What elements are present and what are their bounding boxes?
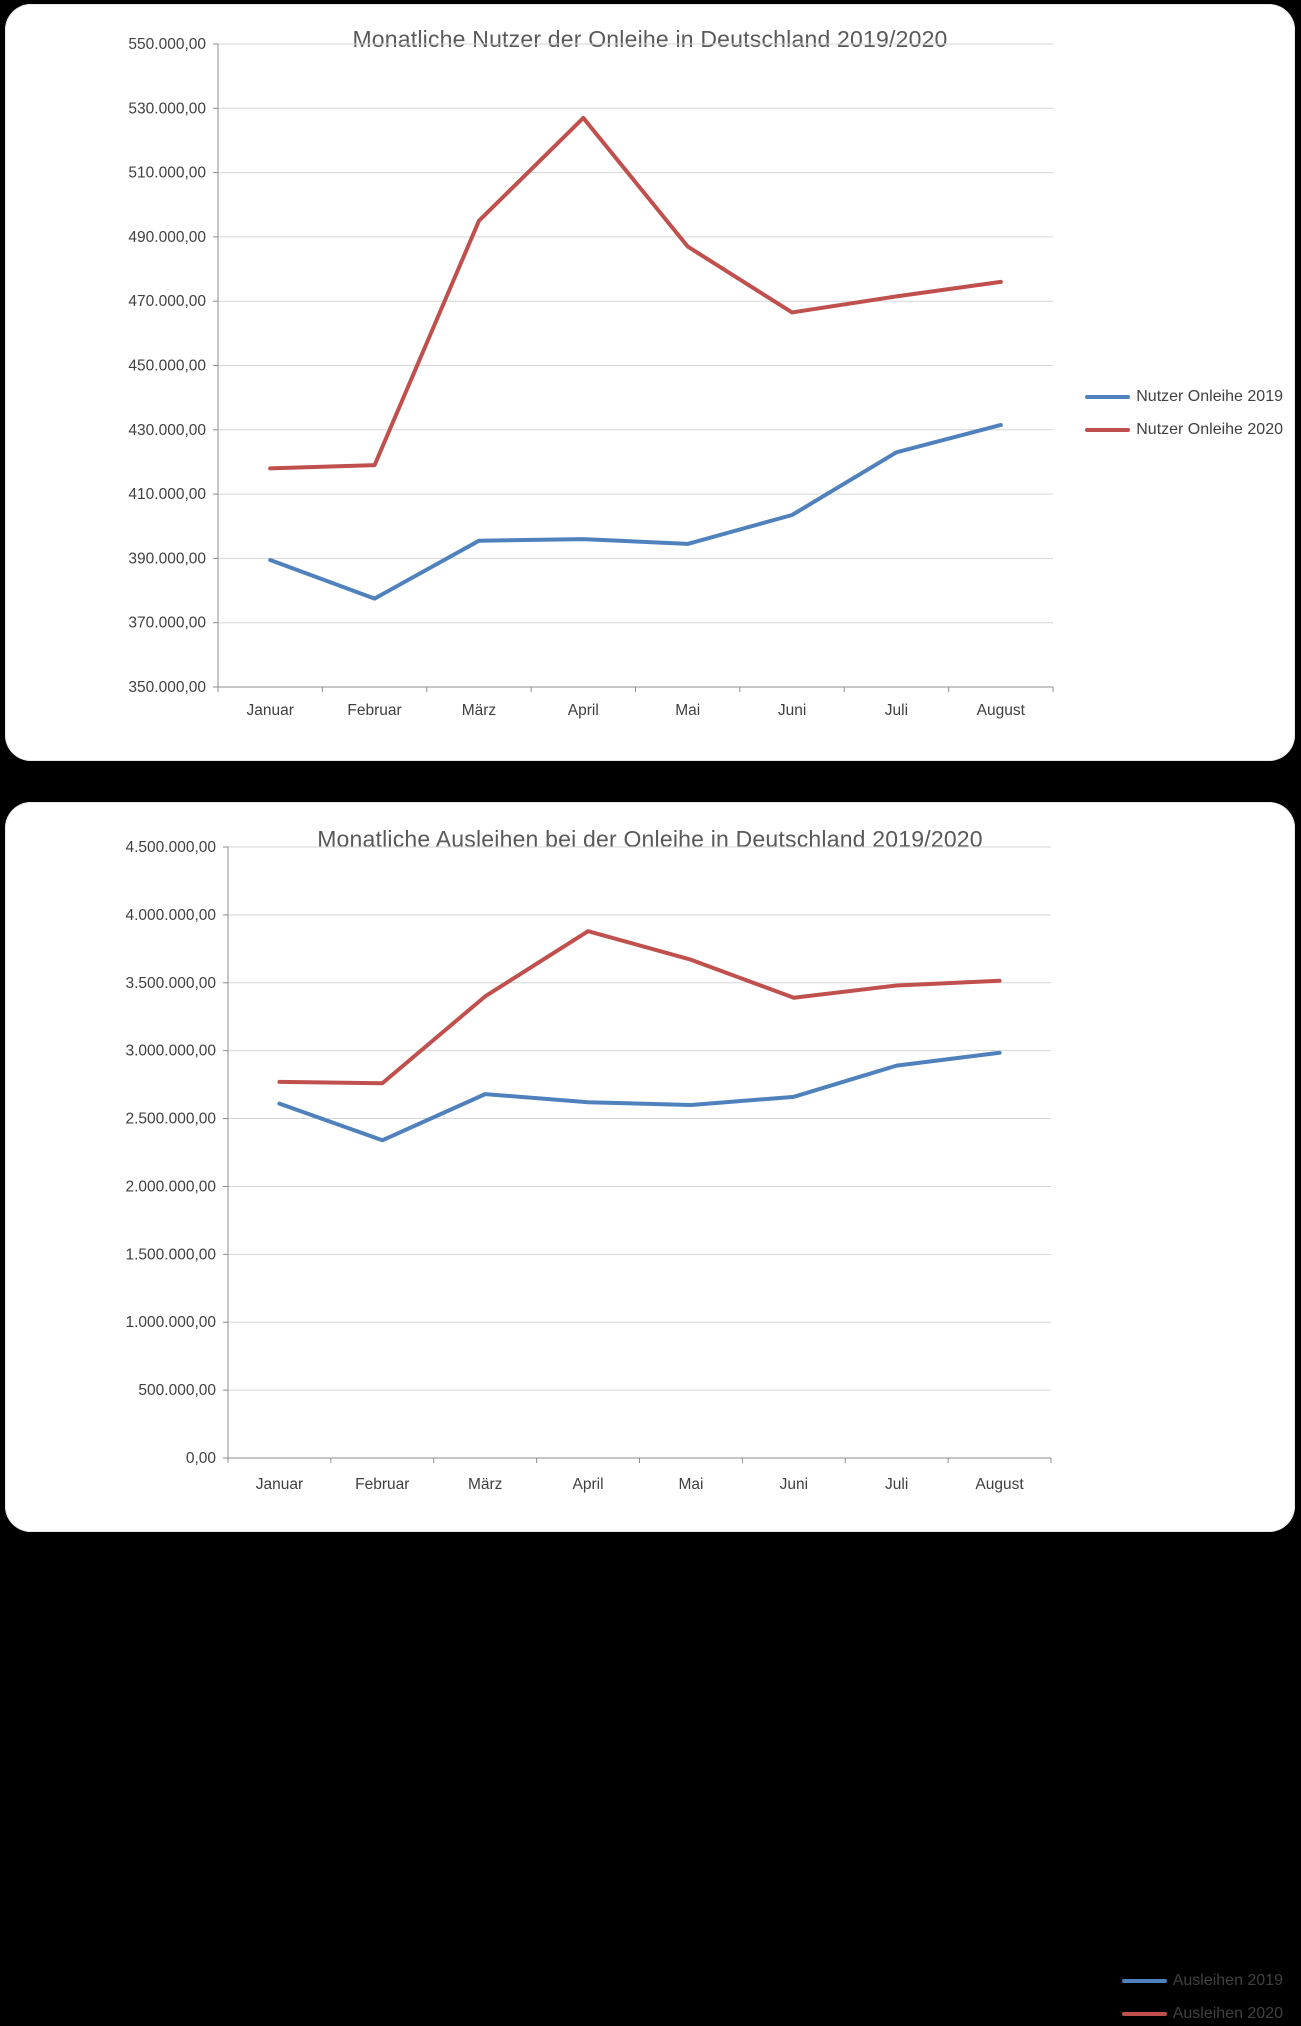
line-chart-ausleihen: 0,00 500.000,00 1.000.000,00 1.500.000,00 2.…	[125, 839, 1052, 1493]
x-tick-label: April	[573, 1476, 604, 1493]
series-line-swatch	[1121, 1978, 1167, 1983]
y-tick-label: 3.500.000,00	[125, 975, 216, 992]
chart-title-nutzer: Monatliche Nutzer der Onleihe in Deutsch…	[352, 26, 948, 52]
y-tick-label: 1.500.000,00	[125, 1246, 216, 1263]
y-tick-label: 2.500.000,00	[125, 1111, 216, 1128]
chart-panel-nutzer: Monatliche Nutzer der Onleihe in Deutsch…	[5, 4, 1295, 761]
x-tick-label: August	[975, 1476, 1024, 1493]
y-tick-label: 410.000,00	[128, 486, 206, 503]
x-tick-label: März	[462, 702, 496, 719]
legend-label: Ausleihen 2019	[1172, 1971, 1283, 1989]
y-tick-label: 370.000,00	[128, 615, 206, 632]
y-tick-label: 2.000.000,00	[125, 1178, 216, 1195]
y-tick-label: 3.000.000,00	[125, 1043, 216, 1060]
legend-label: Nutzer Onleihe 2020	[1136, 420, 1283, 438]
legend-item: Ausleihen 2020	[1121, 2001, 1283, 2026]
y-tick-label: 470.000,00	[128, 293, 206, 310]
legend-nutzer: Nutzer Onleihe 2019 Nutzer Onleihe 2020	[1085, 384, 1283, 442]
y-tick-label: 350.000,00	[128, 679, 206, 696]
x-tick-label: April	[568, 702, 599, 719]
x-tick-label: Juli	[885, 702, 908, 719]
y-tick-label: 550.000,00	[128, 36, 206, 53]
y-tick-label: 490.000,00	[128, 229, 206, 246]
y-tick-label: 4.000.000,00	[125, 907, 216, 924]
x-tick-label: März	[468, 1476, 502, 1493]
line-chart-nutzer: 350.000,00 370.000,00 390.000,00 410.000,00…	[128, 36, 1054, 719]
y-tick-label: 530.000,00	[128, 100, 206, 117]
series-line-swatch	[1085, 427, 1131, 432]
x-tick-label: Juli	[885, 1476, 908, 1493]
series-line-swatch	[1085, 394, 1131, 399]
legend-label: Nutzer Onleihe 2019	[1136, 387, 1283, 405]
x-tick-label: Juni	[780, 1476, 808, 1493]
x-tick-label: Februar	[347, 702, 401, 719]
legend-item: Nutzer Onleihe 2019	[1085, 384, 1283, 409]
chart-title-ausleihen: Monatliche Ausleihen bei der Onleihe in …	[317, 826, 983, 852]
legend-label: Ausleihen 2020	[1172, 2004, 1283, 2022]
chart-panel-ausleihen: Monatliche Ausleihen bei der Onleihe in …	[5, 802, 1295, 2022]
x-tick-label: Januar	[256, 1476, 303, 1493]
y-tick-label: 1.000.000,00	[125, 1314, 216, 1331]
y-tick-label: 510.000,00	[128, 165, 206, 182]
legend-ausleihen: Ausleihen 2019 Ausleihen 2020	[1121, 1968, 1283, 2026]
y-tick-label: 0,00	[186, 1450, 217, 1467]
series-line	[268, 422, 1003, 601]
y-tick-label: 390.000,00	[128, 550, 206, 567]
series-line	[268, 115, 1003, 471]
y-tick-label: 4.500.000,00	[125, 839, 216, 856]
x-tick-label: Januar	[246, 702, 293, 719]
x-tick-label: Mai	[675, 702, 700, 719]
x-tick-label: Juni	[778, 702, 806, 719]
legend-item: Ausleihen 2019	[1121, 1968, 1283, 1993]
x-tick-label: Februar	[355, 1476, 409, 1493]
y-tick-label: 450.000,00	[128, 358, 206, 375]
legend-item: Nutzer Onleihe 2020	[1085, 417, 1283, 442]
y-tick-label: 500.000,00	[138, 1382, 216, 1399]
x-tick-label: August	[977, 702, 1026, 719]
series-line	[277, 929, 1002, 1086]
series-line	[277, 1050, 1002, 1143]
series-line-swatch	[1121, 2011, 1167, 2016]
x-tick-label: Mai	[678, 1476, 703, 1493]
y-tick-label: 430.000,00	[128, 422, 206, 439]
